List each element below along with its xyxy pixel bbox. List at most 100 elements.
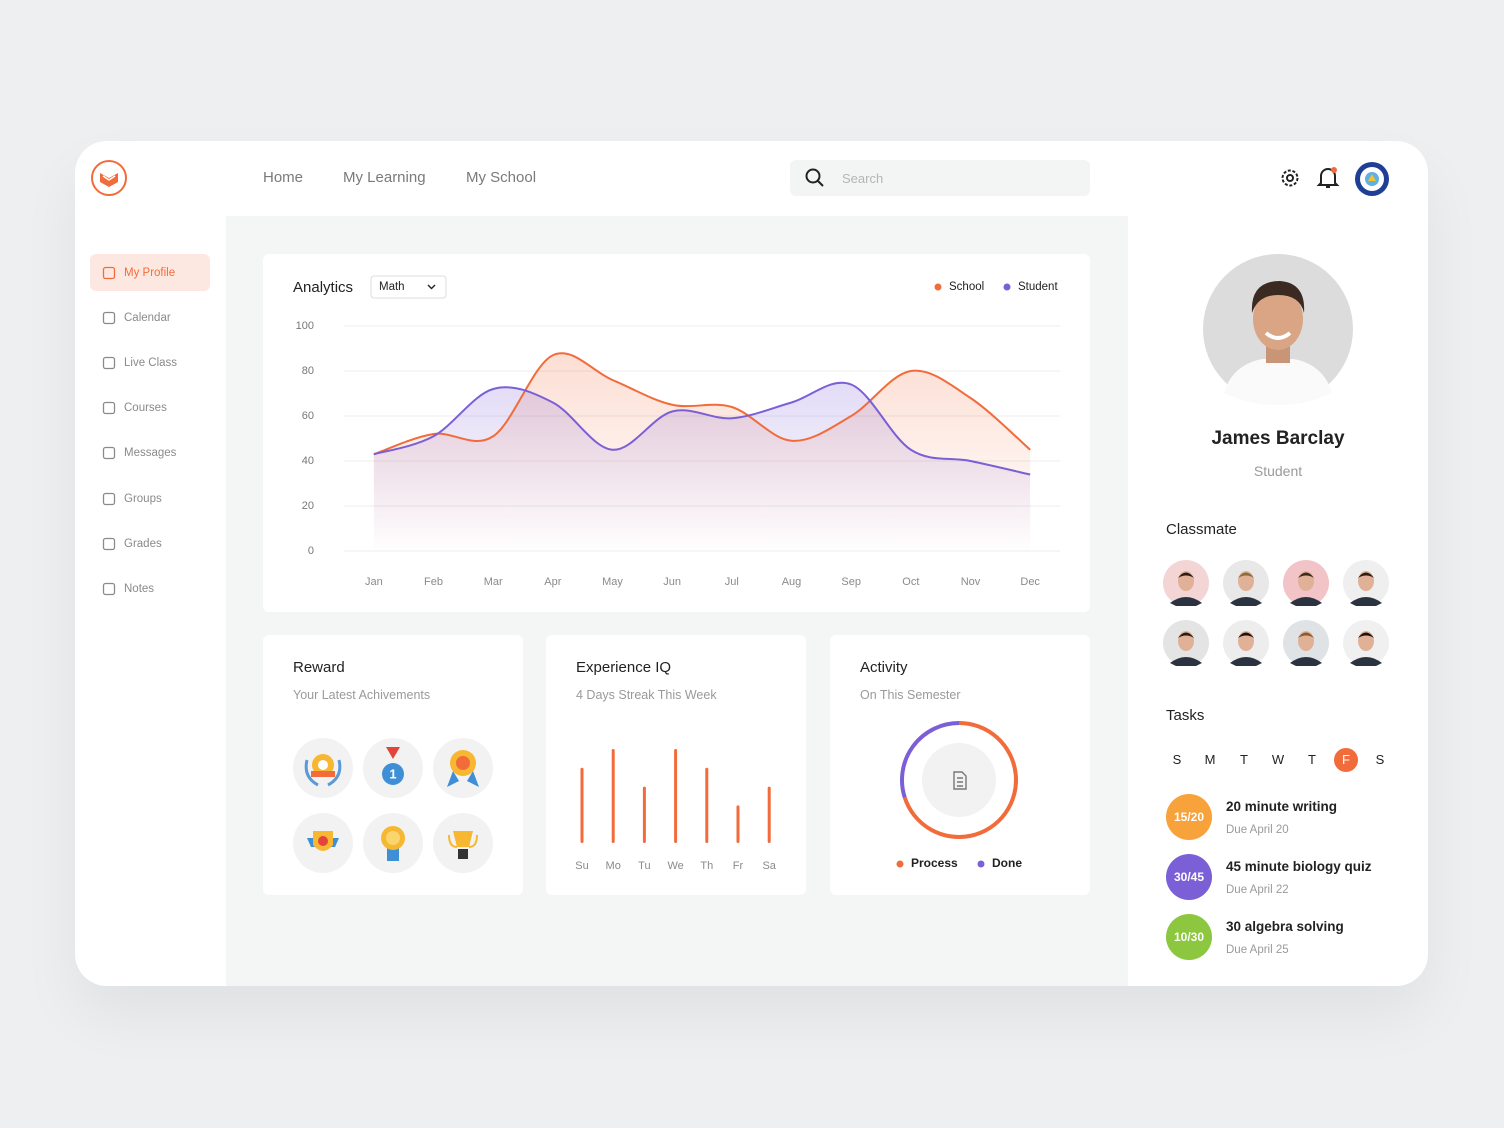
settings-icon[interactable] <box>1278 166 1302 190</box>
classmate-avatar[interactable] <box>1343 620 1389 666</box>
notification-icon[interactable] <box>1316 165 1340 191</box>
x-tick-label: Jun <box>663 576 681 588</box>
classmate-avatar[interactable] <box>1223 620 1269 666</box>
badge-icon[interactable]: 1 <box>363 738 423 798</box>
x-tick-label: Sep <box>841 576 861 588</box>
x-tick-label: Jul <box>725 576 739 588</box>
x-tick-label: Dec <box>1020 576 1040 588</box>
classmate-avatar[interactable] <box>1343 560 1389 606</box>
day[interactable]: T <box>1308 752 1316 767</box>
x-tick-label: Mar <box>484 576 503 588</box>
badge-icon[interactable] <box>433 738 493 798</box>
profile-name: James Barclay <box>1211 428 1345 449</box>
nav-link[interactable]: Home <box>263 169 304 186</box>
active-item-bg <box>90 254 210 291</box>
day[interactable]: M <box>1204 752 1216 767</box>
bar <box>580 767 584 843</box>
sidebar-item[interactable]: Courses <box>124 402 167 415</box>
day[interactable]: S <box>1375 752 1385 767</box>
task-badge: 30/45 <box>1166 854 1212 900</box>
task-badge: 10/30 <box>1166 914 1212 960</box>
x-tick-label: Mo <box>606 860 621 872</box>
experience-panel: Experience IQ 4 Days Streak This Week Su… <box>546 635 806 895</box>
classmate-avatar[interactable] <box>1163 620 1209 666</box>
y-tick-label: 80 <box>302 365 314 377</box>
x-tick-label: Fr <box>733 860 744 872</box>
sidebar-item[interactable]: My Profile <box>124 267 176 279</box>
sidebar-item[interactable]: Calendar <box>124 312 171 325</box>
sidebar-item[interactable]: Notes <box>124 582 155 595</box>
bar <box>736 805 740 843</box>
sidebar-item[interactable]: Live Class <box>124 357 178 370</box>
bar-chart: Su Mo Tu We Th Fr Sa <box>575 749 777 872</box>
task-title[interactable]: 30 algebra solving <box>1226 919 1344 934</box>
x-tick-label: We <box>667 860 683 872</box>
panel-subtitle: 4 Days Streak This Week <box>576 688 717 702</box>
sidebar-icon <box>102 582 116 595</box>
nav-link[interactable]: My Learning <box>343 169 426 186</box>
day[interactable]: S <box>1172 752 1182 767</box>
x-tick-label: Su <box>575 860 588 872</box>
search-icon <box>805 168 824 187</box>
task-title[interactable]: 45 minute biology quiz <box>1226 859 1372 874</box>
x-tick-label: Jan <box>365 576 383 588</box>
sidebar-item[interactable]: Grades <box>124 537 162 550</box>
classmate-avatar[interactable] <box>1283 560 1329 606</box>
classmate-avatars <box>1163 560 1389 666</box>
bar <box>611 749 615 843</box>
sidebar-item[interactable]: Messages <box>124 447 177 460</box>
legend-dot <box>896 860 904 868</box>
profile-photo <box>1203 254 1353 405</box>
reward-panel: Reward Your Latest Achivements 1 <box>263 635 523 895</box>
classmate-avatar[interactable] <box>1283 620 1329 666</box>
bar <box>642 786 646 843</box>
line <box>373 352 1031 456</box>
badge-icon[interactable] <box>363 813 423 873</box>
panel-title: Analytics <box>293 279 354 296</box>
nav-link[interactable]: My School <box>466 169 537 186</box>
donut-chart: Process Done <box>896 721 1022 870</box>
legend-label: Done <box>992 856 1022 870</box>
search-box[interactable]: Search <box>790 160 1090 196</box>
sidebar-icon <box>102 492 116 505</box>
x-tick-label: Th <box>700 860 713 872</box>
legend-label: Process <box>911 856 958 870</box>
task-title[interactable]: 20 minute writing <box>1226 799 1338 814</box>
panel-title: Reward <box>293 659 345 676</box>
dropdown-label: Math <box>379 281 405 293</box>
search-placeholder: Search <box>842 171 884 186</box>
day[interactable]: T <box>1240 752 1248 767</box>
logo[interactable] <box>89 159 129 199</box>
bar <box>767 786 771 843</box>
y-tick-label: 60 <box>302 410 314 422</box>
school-avatar[interactable] <box>1354 161 1390 197</box>
task-badge: 15/20 <box>1166 794 1212 840</box>
dropdown[interactable] <box>370 275 447 299</box>
bar <box>705 767 709 843</box>
sidebar-icon <box>102 537 116 550</box>
badge-icon[interactable] <box>293 738 353 798</box>
profile-role: Student <box>1253 463 1303 479</box>
badge-icon[interactable] <box>433 813 493 873</box>
x-tick-label: May <box>602 576 623 588</box>
sidebar-item[interactable]: Groups <box>124 492 162 505</box>
badge-icon[interactable] <box>293 813 353 873</box>
y-tick-label: 40 <box>302 455 314 467</box>
legend-dot <box>977 860 985 868</box>
panel-title: Activity <box>860 659 908 676</box>
y-tick-label: 0 <box>308 545 314 557</box>
panel-subtitle: On This Semester <box>860 688 961 702</box>
x-tick-label: Apr <box>544 576 561 588</box>
legend-label: Student <box>1018 281 1058 293</box>
x-tick-label: Nov <box>961 576 981 588</box>
selected-day-bg <box>1334 748 1358 772</box>
donut-center <box>922 743 996 817</box>
classmate-avatar[interactable] <box>1223 560 1269 606</box>
x-tick-label: Sa <box>762 860 776 872</box>
classmate-avatar[interactable] <box>1163 560 1209 606</box>
day[interactable]: F <box>1342 752 1350 767</box>
day[interactable]: W <box>1271 752 1285 767</box>
y-tick-label: 100 <box>296 320 314 332</box>
x-tick-label: Oct <box>902 576 919 588</box>
